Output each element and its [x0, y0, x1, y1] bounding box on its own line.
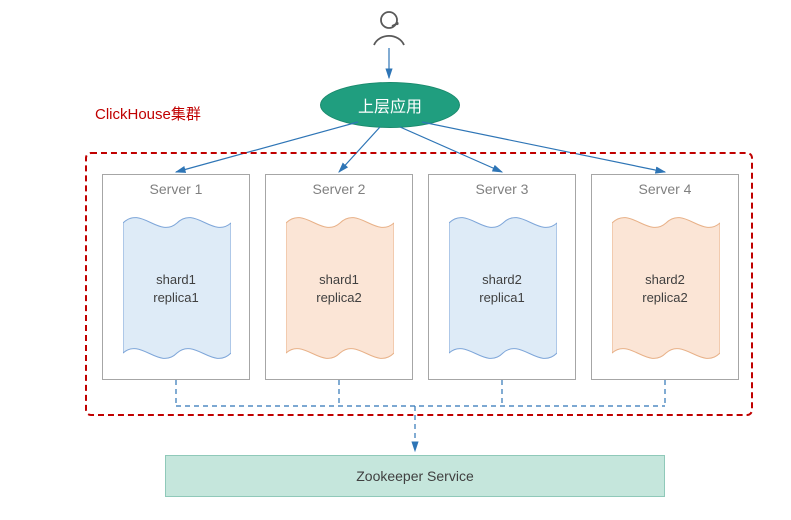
- server-2-shard: shard1: [319, 272, 359, 287]
- zookeeper-label: Zookeeper Service: [356, 468, 474, 484]
- server-2: Server 2 shard1 replica2: [265, 174, 413, 380]
- server-1-shard: shard1: [156, 272, 196, 287]
- app-ellipse: 上层应用: [320, 82, 460, 128]
- server-2-title: Server 2: [266, 175, 412, 197]
- server-4-replica: replica2: [642, 290, 688, 305]
- zookeeper-box: Zookeeper Service: [165, 455, 665, 497]
- server-1-replica: replica1: [153, 290, 199, 305]
- server-1: Server 1 shard1 replica1: [102, 174, 250, 380]
- app-label: 上层应用: [358, 93, 422, 117]
- cluster-label: ClickHouse集群: [95, 103, 201, 124]
- server-4-title: Server 4: [592, 175, 738, 197]
- server-3-shard: shard2: [482, 272, 522, 287]
- user-icon: [370, 8, 408, 46]
- server-3-replica: replica1: [479, 290, 525, 305]
- server-1-title: Server 1: [103, 175, 249, 197]
- server-2-replica: replica2: [316, 290, 362, 305]
- server-4: Server 4 shard2 replica2: [591, 174, 739, 380]
- server-3: Server 3 shard2 replica1: [428, 174, 576, 380]
- server-3-title: Server 3: [429, 175, 575, 197]
- server-4-shard: shard2: [645, 272, 685, 287]
